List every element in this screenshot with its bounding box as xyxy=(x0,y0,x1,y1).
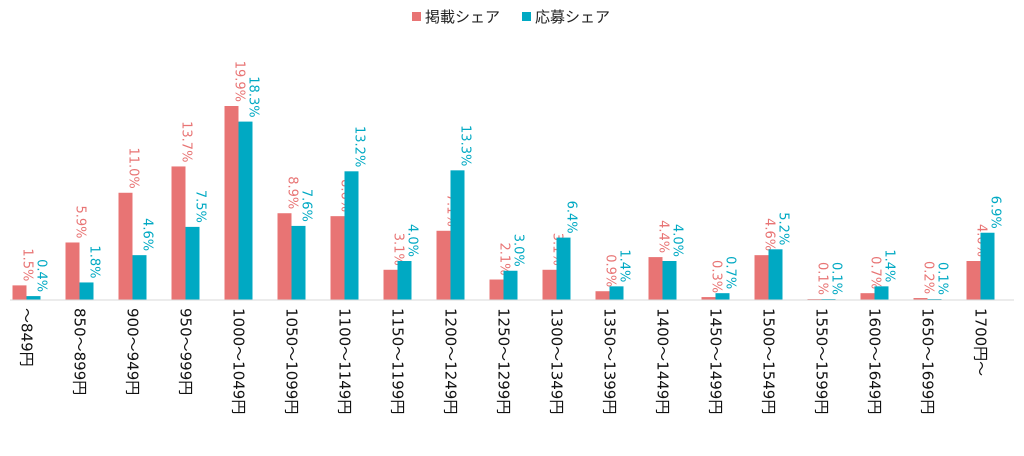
bar-series-1-8 xyxy=(450,170,465,300)
bar-series-0-18 xyxy=(966,261,981,300)
category-label-7: 1150～1199円 xyxy=(389,308,407,414)
value-label-series-1-5: 7.6% xyxy=(299,189,314,222)
value-label-series-1-6: 13.2% xyxy=(352,126,367,167)
value-label-series-1-11: 1.4% xyxy=(617,249,632,282)
bar-series-1-18 xyxy=(980,232,995,300)
category-label-0: ～849円 xyxy=(18,308,36,367)
category-label-3: 950～999円 xyxy=(177,308,195,395)
category-label-8: 1200～1249円 xyxy=(442,308,460,414)
category-labels: ～849円 850～899円 900～949円 950～999円 1000～1049円 1… xyxy=(18,308,990,414)
bar-series-1-6 xyxy=(344,171,359,300)
bar-series-1-13 xyxy=(715,293,730,300)
value-label-series-0-5: 8.9% xyxy=(285,176,300,209)
bar-series-1-10 xyxy=(556,237,571,300)
value-label-series-1-17: 0.1% xyxy=(935,262,950,295)
category-label-4: 1000～1049円 xyxy=(230,308,248,414)
category-label-14: 1500～1549円 xyxy=(760,308,778,414)
value-label-series-0-17: 0.2% xyxy=(921,261,936,294)
bar-series-0-4 xyxy=(224,106,239,300)
bar-series-0-10 xyxy=(542,269,557,300)
value-label-series-0-1: 5.9% xyxy=(73,205,88,238)
value-label-series-1-4: 18.3% xyxy=(246,76,261,117)
value-label-series-0-11: 0.9% xyxy=(603,254,618,287)
category-label-18: 1700円～ xyxy=(972,308,990,376)
bar-series-0-11 xyxy=(595,291,610,300)
value-label-series-0-7: 3.1% xyxy=(391,233,406,266)
legend-swatch-series-1 xyxy=(522,12,531,21)
bar-series-0-13 xyxy=(701,297,716,300)
value-label-series-0-4: 19.9% xyxy=(232,61,247,102)
bar-series-1-7 xyxy=(397,261,412,300)
value-label-series-1-10: 6.4% xyxy=(564,201,579,234)
value-label-series-1-15: 0.1% xyxy=(829,262,844,295)
legend: 掲載シェア 応募シェア xyxy=(412,8,610,26)
bar-series-0-2 xyxy=(118,192,133,300)
category-label-1: 850～899円 xyxy=(71,308,89,395)
value-label-series-1-14: 5.2% xyxy=(776,212,791,245)
bar-series-0-12 xyxy=(648,257,663,300)
category-label-16: 1600～1649円 xyxy=(866,308,884,414)
bar-series-0-7 xyxy=(383,269,398,300)
bar-series-0-5 xyxy=(277,213,292,300)
bar-series-1-9 xyxy=(503,270,518,300)
bar-series-1-3 xyxy=(185,226,200,300)
legend-label-series-0: 掲載シェア xyxy=(425,8,500,26)
bar-series-1-11 xyxy=(609,286,624,300)
bar-series-1-0 xyxy=(26,296,41,300)
bar-series-1-12 xyxy=(662,261,677,300)
bar-series-0-14 xyxy=(754,255,769,300)
value-label-series-0-15: 0.1% xyxy=(815,262,830,295)
bar-series-0-3 xyxy=(171,166,186,300)
bar-series-0-0 xyxy=(12,285,27,300)
value-label-series-1-0: 0.4% xyxy=(34,259,49,292)
value-label-series-0-3: 13.7% xyxy=(179,121,194,162)
value-label-series-1-2: 4.6% xyxy=(140,218,155,251)
category-label-9: 1250～1299円 xyxy=(495,308,513,414)
category-label-11: 1350～1399円 xyxy=(601,308,619,414)
bar-series-1-16 xyxy=(874,286,889,300)
bar-series-0-16 xyxy=(860,293,875,300)
value-label-series-0-12: 4.4% xyxy=(656,220,671,253)
value-label-series-0-2: 11.0% xyxy=(126,147,141,188)
value-label-series-0-13: 0.3% xyxy=(709,260,724,293)
plot-area: 1.5% 0.4%5.9%1.8%11.0%4.6%13.7%7.5%19.9% 1… xyxy=(12,61,1003,300)
value-label-series-1-16: 1.4% xyxy=(882,249,897,282)
category-label-12: 1400～1449円 xyxy=(654,308,672,414)
value-label-series-1-13: 0.7% xyxy=(723,256,738,289)
bar-series-0-1 xyxy=(65,242,80,300)
bar-series-1-4 xyxy=(238,121,253,300)
bar-series-1-2 xyxy=(132,255,147,300)
legend-label-series-1: 応募シェア xyxy=(535,8,610,26)
category-label-5: 1050～1099円 xyxy=(283,308,301,414)
category-label-17: 1650～1699円 xyxy=(919,308,937,414)
bar-series-1-5 xyxy=(291,225,306,300)
value-label-series-0-9: 2.1% xyxy=(497,242,512,275)
value-label-series-1-12: 4.0% xyxy=(670,224,685,257)
value-label-series-1-7: 4.0% xyxy=(405,224,420,257)
value-label-series-1-1: 1.8% xyxy=(87,245,102,278)
value-label-series-0-16: 0.7% xyxy=(868,256,883,289)
bar-series-1-14 xyxy=(768,249,783,300)
value-label-series-0-14: 4.6% xyxy=(762,218,777,251)
category-label-2: 900～949円 xyxy=(124,308,142,395)
category-label-6: 1100～1149円 xyxy=(336,308,354,414)
bar-series-1-1 xyxy=(79,282,94,300)
value-label-series-1-18: 6.9% xyxy=(988,196,1003,229)
legend-swatch-series-0 xyxy=(412,12,421,21)
bar-series-0-9 xyxy=(489,279,504,300)
value-label-series-1-9: 3.0% xyxy=(511,234,526,267)
bar-series-0-17 xyxy=(913,298,928,300)
bar-series-0-8 xyxy=(436,230,451,300)
value-label-series-1-3: 7.5% xyxy=(193,190,208,223)
category-label-15: 1550～1599円 xyxy=(813,308,831,414)
value-label-series-0-0: 1.5% xyxy=(20,248,35,281)
category-label-13: 1450～1499円 xyxy=(707,308,725,414)
bar-series-0-6 xyxy=(330,216,345,300)
value-label-series-1-8: 13.3% xyxy=(458,125,473,166)
category-label-10: 1300～1349円 xyxy=(548,308,566,414)
